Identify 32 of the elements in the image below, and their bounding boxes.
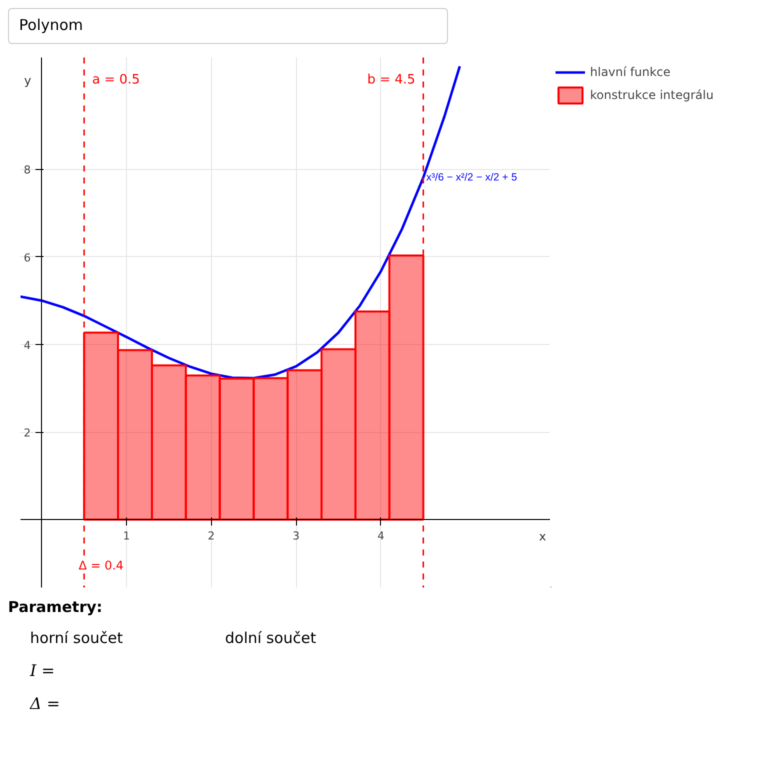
bar [252,377,289,521]
legend-label: hlavní funkce [590,65,671,79]
bar [83,332,120,521]
x-tick-label: 2 [208,530,215,543]
bar [388,254,424,521]
x-tick-label: 1 [123,530,130,543]
x-tick-label: 4 [377,530,384,543]
ref-line-label: b = 4.5 [367,72,416,88]
y-tick-label: 4 [24,338,31,352]
y-tick-label: 2 [24,426,31,440]
bar [184,374,221,521]
y-axis-title: y [24,74,32,88]
annotation: Δ = 0.4 [78,558,124,572]
text: dolní součet [225,628,316,650]
y-tick-label: 8 [24,164,31,177]
bar [117,349,153,521]
text: I = [30,660,55,682]
x-axis-title: x [538,530,546,544]
legend-label: konstrukce integrálu [590,88,714,102]
text: Polynom [19,15,84,36]
x-tick-label: 3 [292,530,300,543]
bar [354,310,390,521]
text: Δ = [30,692,60,715]
annotation: x³/6 − x²/2 − x/2 + 5 [426,172,518,184]
text: horní součet [30,628,123,650]
bar [218,378,255,521]
bar [286,369,323,521]
bar [320,348,356,521]
y-tick-label: 6 [24,251,31,264]
text: Parametry: [8,598,102,616]
ref-line-label: a = 0.5 [92,72,140,88]
bar [150,364,187,521]
